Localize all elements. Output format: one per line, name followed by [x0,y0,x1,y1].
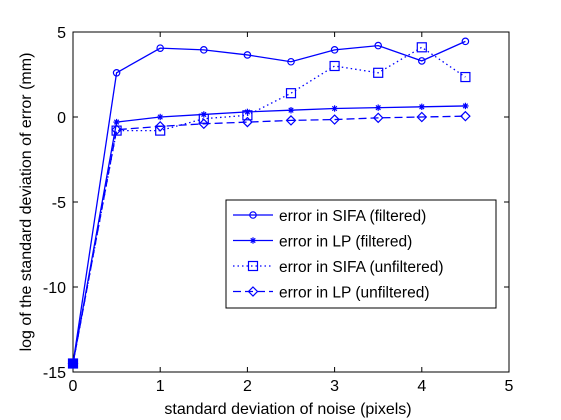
y-axis-label: log of the standard deviation of error (… [18,53,35,352]
legend-item: error in LP (unfiltered) [233,285,429,302]
legend: error in SIFA (filtered) error in LP (fil… [225,199,497,309]
series-layer [67,37,471,369]
data-point-circle [112,69,121,77]
legend-item: error in LP (filtered) [233,234,412,251]
data-point-circle [461,37,470,46]
data-point-circle [417,57,426,65]
origin-point [68,358,78,369]
data-point-square [111,125,122,136]
data-point-circle [287,57,295,66]
data-point-circle [374,41,383,50]
data-point-square [242,110,253,121]
data-point-star [157,113,164,121]
data-point-diamond [416,111,428,123]
data-point-square [329,60,340,72]
data-point-circle [249,211,257,219]
y-tick-label: -5 [52,195,66,212]
data-point-diamond [154,121,166,132]
legend-label: error in LP (filtered) [279,234,412,251]
series-3 [67,42,471,369]
data-point-diamond [372,112,384,124]
data-point-star [113,118,120,126]
data-point-square [416,42,427,53]
data-point-circle [200,46,208,54]
data-point-diamond [111,124,122,136]
series-line [72,40,466,364]
series-line [72,115,466,364]
data-point-square [373,67,384,78]
data-point-star [418,103,425,110]
series-line [72,105,466,364]
y-tick-label: 0 [57,110,66,127]
data-point-star [462,102,469,110]
data-point-square [285,88,297,99]
data-point-circle [156,44,165,52]
x-tick-label: 2 [243,378,252,395]
legend-box [225,199,497,309]
legend-label: error in SIFA (unfiltered) [279,259,444,276]
data-point-star [249,237,257,244]
data-point-star [287,107,295,114]
data-point-square [247,260,259,272]
legend-item: error in SIFA (filtered) [233,208,426,225]
x-tick-label: 3 [330,378,339,395]
series-1 [69,37,470,368]
data-point-diamond [247,286,259,297]
y-tick-label: -10 [43,280,66,297]
x-tick-label: 0 [69,378,78,395]
x-axis-label: standard deviation of noise (pixels) [164,401,411,418]
legend-label: error in SIFA (filtered) [279,208,426,225]
x-tick-label: 4 [417,378,426,395]
axes: 0 1 2 3 4 5 -15 -10 -5 0 5 [43,25,514,395]
data-point-diamond [460,110,471,122]
y-tick-label: 5 [57,25,66,42]
legend-item: error in SIFA (unfiltered) [233,259,444,276]
data-point-star [375,104,382,111]
data-point-diamond [285,115,297,126]
data-point-square [460,71,471,83]
x-tick-label: 1 [156,378,165,395]
data-point-diamond [198,118,210,130]
data-point-circle [243,51,252,59]
data-point-diamond [329,114,340,125]
data-point-diamond [242,116,253,128]
x-tick-label: 5 [505,378,514,395]
legend-label: error in LP (unfiltered) [279,285,429,302]
data-point-circle [330,46,339,54]
data-point-star [331,105,338,112]
y-tick-label: -15 [43,365,66,382]
